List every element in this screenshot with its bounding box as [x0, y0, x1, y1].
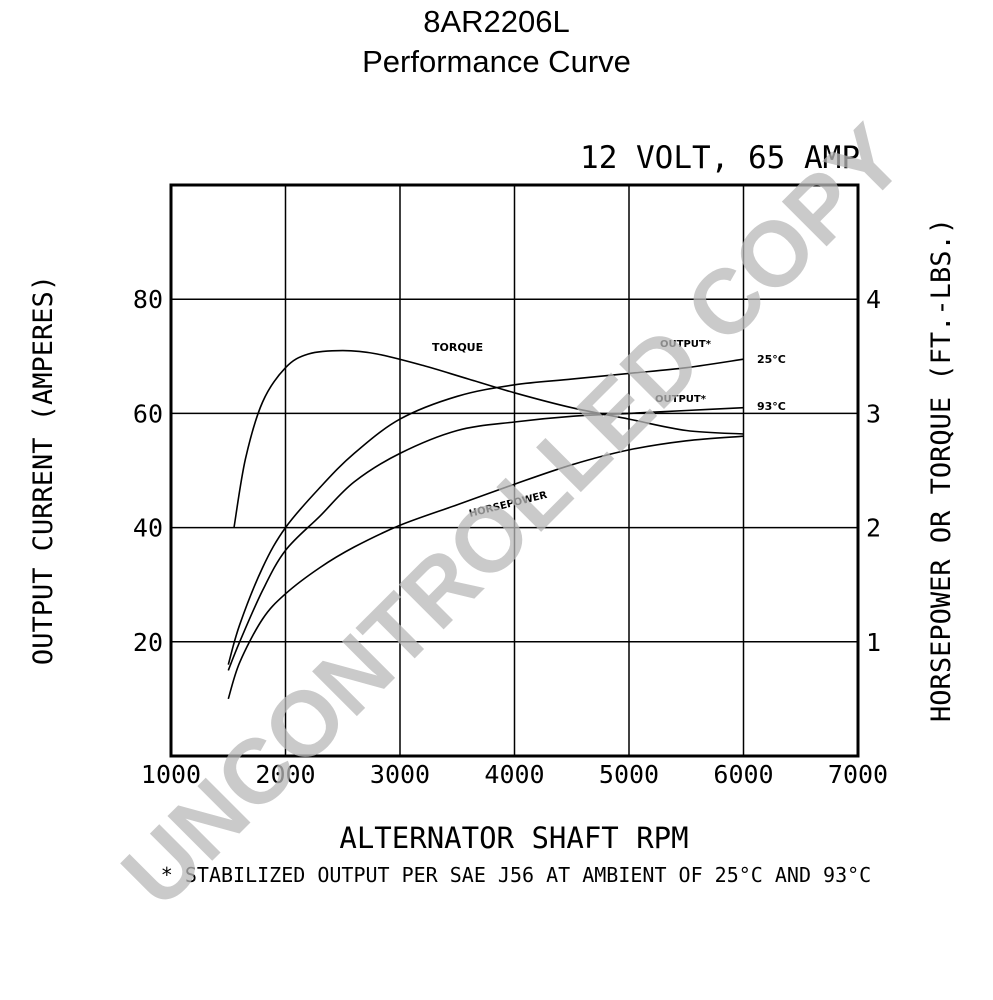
- series-line-torque: [233, 349, 744, 528]
- series-line-output-93-c: [227, 406, 744, 671]
- x-tick-label-4000: 4000: [484, 760, 544, 789]
- chart-subtitle: Performance Curve: [362, 44, 631, 79]
- y-tick-label-40: 40: [133, 514, 163, 543]
- x-tick-label-5000: 5000: [599, 760, 659, 789]
- series-line-output-25-c: [227, 358, 744, 665]
- y2-tick-label-3: 3: [866, 399, 881, 428]
- tick-labels: 1000 2000 3000 4000 5000 6000 7000 20 40 60 80 1 2 3 4: [133, 285, 888, 789]
- annotation-25c: 25°C: [757, 353, 786, 366]
- y2-tick-label-4: 4: [866, 285, 881, 314]
- series-line-horsepower: [227, 435, 744, 700]
- y2-tick-label-2: 2: [866, 514, 881, 543]
- x-axis-label: ALTERNATOR SHAFT RPM: [339, 821, 688, 855]
- x-tick-label-6000: 6000: [713, 760, 773, 789]
- x-tick-label-2000: 2000: [255, 760, 315, 789]
- y-tick-label-60: 60: [133, 399, 163, 428]
- annotation-output-93: OUTPUT*: [655, 394, 707, 405]
- y-tick-label-80: 80: [133, 285, 163, 314]
- x-tick-label-3000: 3000: [370, 760, 430, 789]
- chart-title: 8AR2206L: [423, 4, 570, 39]
- annotation-93c: 93°C: [757, 400, 786, 413]
- x-tick-label-7000: 7000: [828, 760, 888, 789]
- y-tick-label-20: 20: [133, 628, 163, 657]
- chart-spec-label: 12 VOLT, 65 AMP: [580, 140, 860, 176]
- watermark: UNCONTROLLED COPY: [103, 106, 923, 926]
- y-axis-label: OUTPUT CURRENT (AMPERES): [28, 275, 59, 665]
- y2-tick-label-1: 1: [866, 628, 881, 657]
- footnote: * STABILIZED OUTPUT PER SAE J56 AT AMBIE…: [161, 863, 871, 887]
- curves: [227, 349, 744, 700]
- x-tick-label-1000: 1000: [141, 760, 201, 789]
- title-block: 8AR2206L Performance Curve: [0, 2, 993, 82]
- y2-axis-label: HORSEPOWER OR TORQUE (FT.-LBS.): [926, 218, 957, 722]
- annotation-torque: TORQUE: [432, 341, 483, 354]
- annotation-output-25: OUTPUT*: [660, 339, 712, 350]
